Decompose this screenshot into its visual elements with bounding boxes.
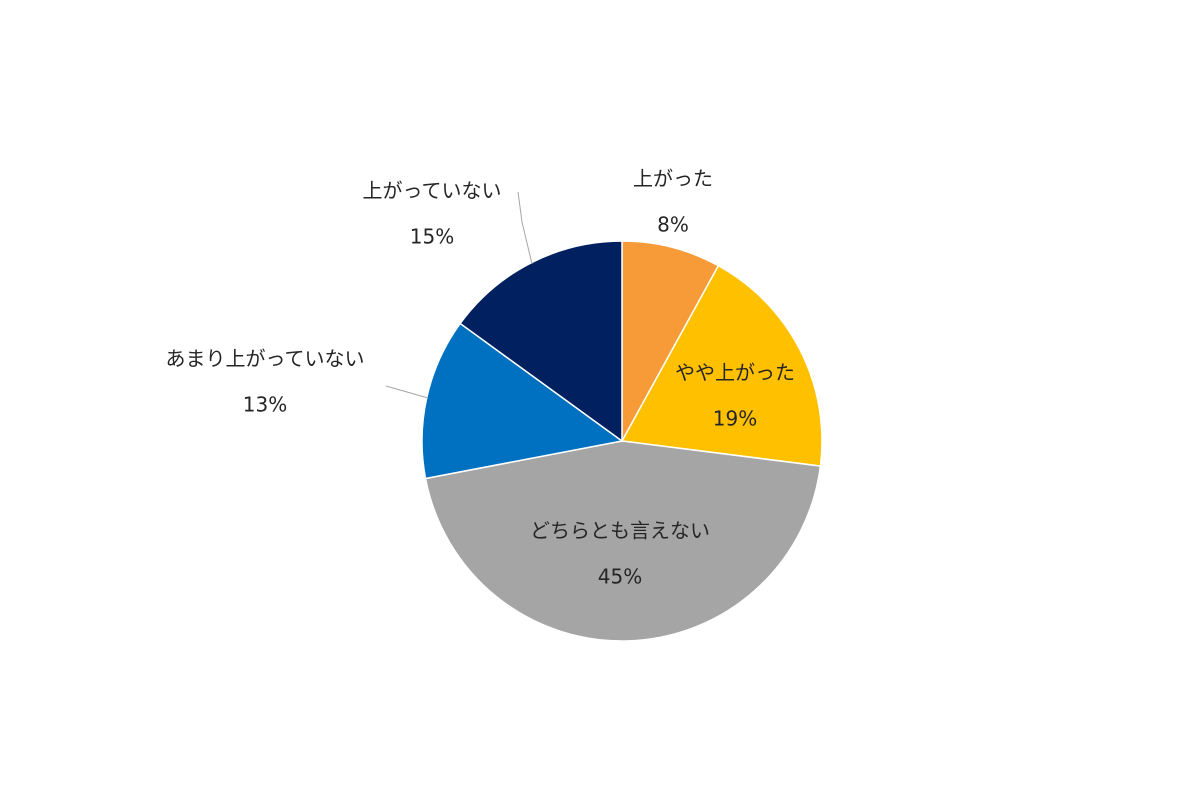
pie-slice-3: [424, 440, 822, 642]
leader-line-slice-4: [385, 385, 429, 399]
value-label-slice-4: 13%: [243, 393, 287, 417]
leader-lines-layer: [385, 191, 533, 399]
value-label-slice-3: 45%: [598, 565, 642, 589]
category-label-slice-4: あまり上がっていない: [166, 347, 365, 371]
category-label-slice-2: やや上がった: [675, 361, 795, 385]
value-label-slice-2: 19%: [713, 407, 757, 431]
labels-layer: 上がった 8% やや上がった 19% どちらとも言えない 45% あまり上がっていない 13%…: [166, 167, 796, 589]
category-label-slice-5: 上がっていない: [363, 179, 502, 203]
category-label-slice-1: 上がった: [633, 167, 713, 191]
pie-slice-2: [620, 264, 823, 467]
category-label-slice-3: どちらとも言えない: [530, 519, 710, 543]
value-label-slice-5: 15%: [410, 225, 454, 249]
pie-slice-1: [621, 240, 720, 442]
slices-layer: [421, 240, 823, 642]
leader-line-slice-5: [517, 191, 533, 265]
value-label-slice-1: 8%: [657, 213, 689, 237]
